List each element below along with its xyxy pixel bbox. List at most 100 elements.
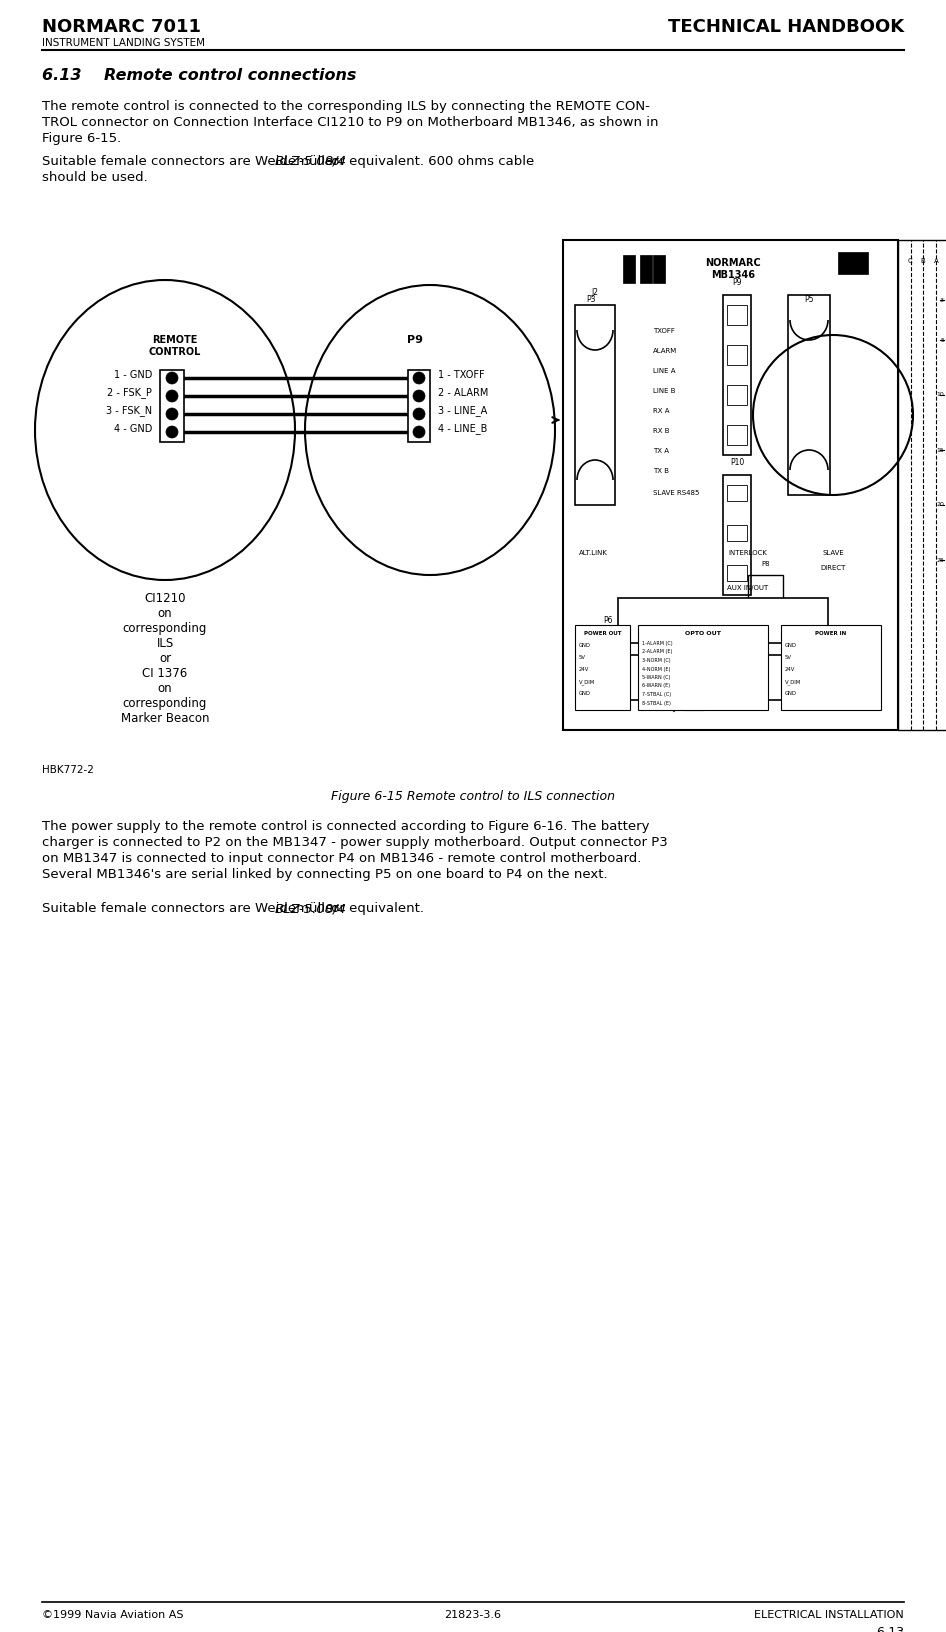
Text: ALT.LINK: ALT.LINK (579, 550, 607, 557)
Text: V_DIM: V_DIM (785, 679, 801, 685)
Text: GND: GND (579, 643, 591, 648)
Text: ILS: ILS (156, 636, 174, 650)
Bar (727, 385, 747, 405)
Text: OPTO OUT: OPTO OUT (685, 632, 721, 636)
Text: 2 - FSK_P: 2 - FSK_P (107, 387, 152, 398)
Text: GND: GND (785, 643, 797, 648)
Bar (727, 424, 747, 446)
Text: A: A (934, 258, 938, 264)
Text: BLZ-5.08/4: BLZ-5.08/4 (275, 902, 347, 916)
Polygon shape (668, 700, 680, 712)
Text: 5V: 5V (579, 654, 586, 659)
Text: ALARM: ALARM (653, 348, 677, 354)
Text: BLZ-5.08/4: BLZ-5.08/4 (275, 155, 347, 168)
Text: P8: P8 (762, 561, 770, 566)
Text: AUX IN/OUT: AUX IN/OUT (727, 584, 768, 591)
Bar (160, 370, 184, 442)
Text: B: B (920, 258, 925, 264)
Text: The power supply to the remote control is connected according to Figure 6-16. Th: The power supply to the remote control i… (42, 819, 650, 832)
Text: POWER IN: POWER IN (815, 632, 847, 636)
Text: INSTRUMENT LANDING SYSTEM: INSTRUMENT LANDING SYSTEM (42, 38, 205, 47)
Text: 25: 25 (937, 558, 944, 563)
Text: NORMARC 7011: NORMARC 7011 (42, 18, 201, 36)
Text: 4 - LINE_B: 4 - LINE_B (438, 424, 487, 434)
Text: 2-ALARM (E): 2-ALARM (E) (642, 650, 673, 654)
Text: SLAVE RS485: SLAVE RS485 (653, 490, 699, 496)
Text: charger is connected to P2 on the MB1347 - power supply motherboard. Output conn: charger is connected to P2 on the MB1347… (42, 836, 668, 849)
Text: C: C (907, 258, 912, 264)
Text: 7-STBAL (C): 7-STBAL (C) (642, 692, 671, 697)
Bar (575, 305, 615, 504)
Text: TX B: TX B (653, 468, 669, 473)
Bar (618, 654, 828, 700)
Text: corresponding: corresponding (123, 622, 207, 635)
Bar (727, 565, 747, 581)
Text: CI 1376: CI 1376 (143, 667, 187, 681)
Text: Several MB1346's are serial linked by connecting P5 on one board to P4 on the ne: Several MB1346's are serial linked by co… (42, 868, 607, 881)
Circle shape (413, 390, 425, 401)
Text: J2: J2 (591, 287, 599, 297)
Text: TROL connector on Connection Interface CI1210 to P9 on Motherboard MB1346, as sh: TROL connector on Connection Interface C… (42, 116, 658, 129)
Text: TECHNICAL HANDBOOK: TECHNICAL HANDBOOK (668, 18, 904, 36)
Text: NORMARC: NORMARC (705, 258, 761, 268)
Text: or equivalent.: or equivalent. (327, 902, 424, 916)
Bar (408, 370, 430, 442)
Text: SLAVE: SLAVE (822, 550, 844, 557)
Text: P7: P7 (604, 672, 613, 682)
Bar (575, 625, 630, 710)
Text: 21823-3.6: 21823-3.6 (445, 1611, 501, 1621)
Bar (727, 305, 747, 325)
Text: ©1999 Navia Aviation AS: ©1999 Navia Aviation AS (42, 1611, 184, 1621)
Text: DIRECT: DIRECT (820, 565, 846, 571)
Circle shape (166, 408, 178, 419)
Circle shape (413, 372, 425, 384)
Bar (727, 526, 747, 540)
Bar (723, 475, 751, 596)
Text: GND: GND (785, 690, 797, 695)
Circle shape (413, 426, 425, 437)
Text: MB1346: MB1346 (711, 269, 755, 281)
Text: or: or (159, 653, 171, 664)
Text: 2 - ALARM: 2 - ALARM (438, 388, 488, 398)
Text: V_DIM: V_DIM (579, 679, 595, 685)
Text: 5: 5 (940, 338, 944, 343)
Bar (638, 625, 768, 710)
Text: 3 - LINE_A: 3 - LINE_A (438, 405, 487, 416)
Text: LINE B: LINE B (653, 388, 675, 393)
Text: on MB1347 is connected to input connector P4 on MB1346 - remote control motherbo: on MB1347 is connected to input connecto… (42, 852, 641, 865)
Circle shape (166, 426, 178, 437)
Text: on: on (158, 682, 172, 695)
Text: 3: 3 (940, 297, 944, 302)
Text: P3: P3 (587, 295, 596, 304)
Text: 6-13: 6-13 (876, 1625, 904, 1632)
Text: LINE A: LINE A (653, 367, 675, 374)
Text: 6.13    Remote control connections: 6.13 Remote control connections (42, 69, 357, 83)
Bar (838, 251, 868, 274)
Text: P9: P9 (732, 277, 742, 287)
Text: 10: 10 (937, 393, 944, 398)
Bar (748, 574, 783, 617)
Text: corresponding: corresponding (123, 697, 207, 710)
Text: GND: GND (579, 690, 591, 695)
Bar (759, 617, 773, 625)
Circle shape (413, 408, 425, 419)
Text: 15: 15 (937, 447, 944, 452)
Text: Suitable female connectors are Weidemüller: Suitable female connectors are Weidemüll… (42, 902, 343, 916)
Text: on: on (158, 607, 172, 620)
Text: POWER OUT: POWER OUT (584, 632, 622, 636)
Text: The remote control is connected to the corresponding ILS by connecting the REMOT: The remote control is connected to the c… (42, 100, 650, 113)
Text: 5V: 5V (785, 654, 792, 659)
Bar (898, 240, 946, 730)
Text: TXOFF: TXOFF (653, 328, 674, 335)
Text: CI1210: CI1210 (144, 592, 185, 605)
Bar (563, 240, 898, 730)
Text: Figure 6-15 Remote control to ILS connection: Figure 6-15 Remote control to ILS connec… (331, 790, 615, 803)
Bar (684, 643, 704, 653)
Text: 20: 20 (937, 503, 944, 508)
Bar (618, 597, 828, 643)
Bar (781, 625, 881, 710)
Text: 24V: 24V (579, 667, 589, 672)
Text: P5: P5 (804, 295, 814, 304)
Bar (623, 255, 635, 282)
Circle shape (166, 372, 178, 384)
